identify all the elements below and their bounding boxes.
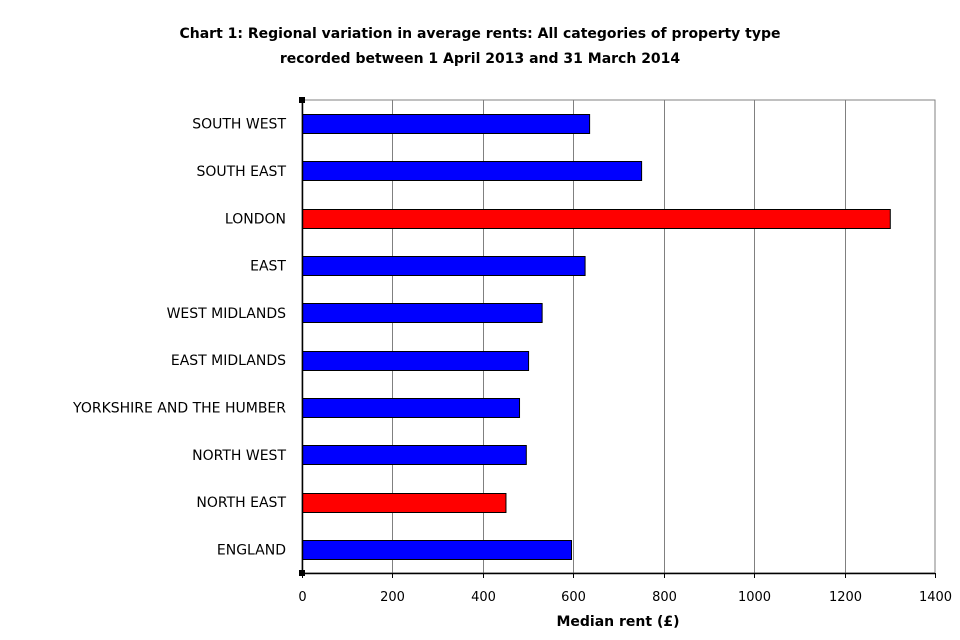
x-tick-label: 800 (652, 590, 677, 605)
x-tick-labels: 0 200 400 600 800 1000 1200 1400 (298, 590, 952, 605)
bar (302, 209, 891, 229)
axes (299, 97, 936, 578)
category-label: NORTH EAST (196, 495, 286, 511)
category-labels: SOUTH WEST SOUTH EAST LONDON EAST WEST MIDLA… (72, 117, 286, 559)
x-axis-title: Median rent (£) (556, 614, 679, 630)
category-label: YORKSHIRE AND THE HUMBER (72, 400, 286, 416)
bar (302, 114, 591, 134)
bar (302, 303, 543, 323)
x-tick-label: 1000 (738, 590, 771, 605)
bar (302, 161, 643, 181)
bar (302, 351, 530, 371)
bars (302, 114, 891, 560)
x-tick-label: 600 (561, 590, 586, 605)
category-label: WEST MIDLANDS (167, 306, 287, 322)
category-label: EAST (250, 259, 286, 275)
y-axis-top-marker (299, 97, 305, 103)
category-label: NORTH WEST (192, 448, 286, 464)
y-axis-bottom-marker (299, 570, 305, 576)
x-tick-label: 1200 (829, 590, 862, 605)
bar (302, 398, 521, 418)
x-tick-label: 0 (298, 590, 306, 605)
x-tick-label: 200 (380, 590, 405, 605)
bar (302, 493, 507, 513)
bar (302, 540, 573, 560)
category-label: SOUTH EAST (196, 164, 286, 180)
chart-title-line-2: recorded between 1 April 2013 and 31 Mar… (280, 51, 681, 67)
category-label: LONDON (225, 211, 286, 227)
bar (302, 445, 527, 465)
x-tick-label: 400 (471, 590, 496, 605)
category-label: ENGLAND (217, 542, 286, 558)
bar (302, 256, 586, 276)
x-tick-label: 1400 (919, 590, 952, 605)
category-label: EAST MIDLANDS (171, 353, 286, 369)
chart-title-line-1: Chart 1: Regional variation in average r… (179, 26, 780, 42)
category-label: SOUTH WEST (192, 117, 286, 133)
